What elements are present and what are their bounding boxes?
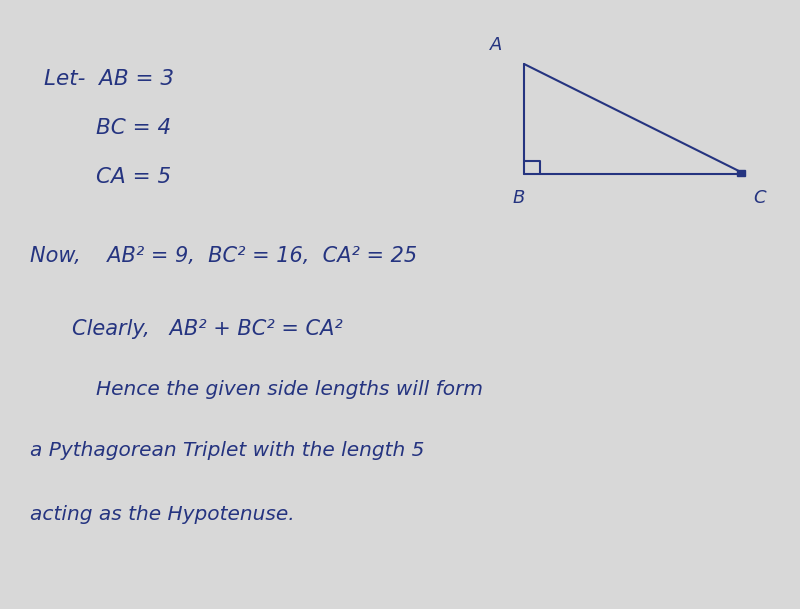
Text: a Pythagorean Triplet with the length 5: a Pythagorean Triplet with the length 5 (30, 441, 425, 460)
Text: A: A (490, 35, 502, 54)
Text: acting as the Hypotenuse.: acting as the Hypotenuse. (30, 505, 295, 524)
Bar (737, 170, 746, 177)
Text: CA = 5: CA = 5 (96, 167, 171, 186)
Text: Hence the given side lengths will form: Hence the given side lengths will form (96, 380, 483, 400)
Text: C: C (754, 189, 766, 207)
Text: B: B (512, 189, 525, 207)
Text: BC = 4: BC = 4 (96, 118, 171, 138)
Text: Let-  AB = 3: Let- AB = 3 (44, 69, 174, 89)
Text: Clearly,   AB² + BC² = CA²: Clearly, AB² + BC² = CA² (72, 319, 342, 339)
Text: Now,    AB² = 9,  BC² = 16,  CA² = 25: Now, AB² = 9, BC² = 16, CA² = 25 (30, 246, 418, 266)
